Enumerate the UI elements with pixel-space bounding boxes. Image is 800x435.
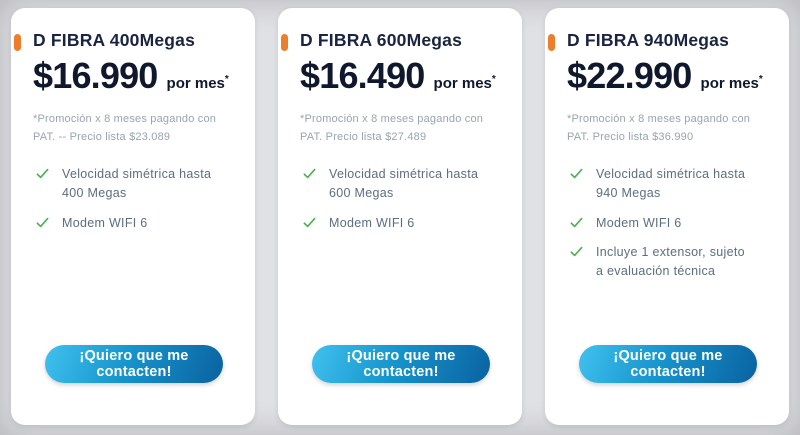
feature-text: Velocidad simétrica hasta 600 Megas <box>329 167 479 200</box>
price-period: por mes* <box>434 74 496 92</box>
plan-price: $16.490 <box>300 55 425 96</box>
feature-item: Modem WIFI 6 <box>302 214 488 233</box>
price-period-label: por mes <box>700 75 759 92</box>
plan-card-600megas: D FIBRA 600Megas $16.490 por mes* *Promo… <box>278 8 522 425</box>
feature-list: Velocidad simétrica hasta 400 Megas Mode… <box>33 165 235 232</box>
price-row: $22.990 por mes* <box>567 58 769 94</box>
price-asterisk: * <box>491 74 496 85</box>
feature-item: Incluye 1 extensor, sujeto a evaluación … <box>569 243 755 281</box>
plan-cards-row: D FIBRA 400Megas $16.990 por mes* *Promo… <box>11 8 789 425</box>
price-period: por mes* <box>701 74 763 92</box>
check-icon <box>570 168 583 179</box>
feature-text: Modem WIFI 6 <box>596 215 682 230</box>
plan-title: D FIBRA 940Megas <box>567 30 730 50</box>
feature-list: Velocidad simétrica hasta 940 Megas Mode… <box>567 165 769 281</box>
plan-title: D FIBRA 600Megas <box>300 30 463 50</box>
promo-note: *Promoción x 8 meses pagando con PAT. --… <box>33 113 217 143</box>
feature-text: Incluye 1 extensor, sujeto a evaluación … <box>596 245 745 279</box>
plan-price: $16.990 <box>33 55 158 96</box>
feature-text: Modem WIFI 6 <box>329 215 415 230</box>
orange-accent-bar <box>281 34 288 51</box>
price-row: $16.490 por mes* <box>300 58 502 94</box>
check-icon <box>36 217 49 227</box>
contact-cta-button[interactable]: ¡Quiero que me contacten! <box>312 345 490 383</box>
orange-accent-bar <box>548 34 555 51</box>
orange-accent-bar <box>14 34 21 51</box>
feature-text: Modem WIFI 6 <box>62 215 148 230</box>
promo-note: *Promoción x 8 meses pagando con PAT. Pr… <box>567 113 751 143</box>
feature-item: Velocidad simétrica hasta 400 Megas <box>35 165 221 203</box>
plan-card-940megas: D FIBRA 940Megas $22.990 por mes* *Promo… <box>545 8 789 425</box>
feature-text: Velocidad simétrica hasta 940 Megas <box>596 167 746 200</box>
feature-item: Velocidad simétrica hasta 600 Megas <box>302 165 488 203</box>
check-icon <box>570 247 583 257</box>
check-icon <box>303 217 316 227</box>
price-period-label: por mes <box>433 75 492 92</box>
check-icon <box>570 217 583 227</box>
feature-item: Modem WIFI 6 <box>569 214 755 233</box>
contact-cta-button[interactable]: ¡Quiero que me contacten! <box>579 345 757 383</box>
feature-item: Modem WIFI 6 <box>35 214 221 233</box>
feature-text: Velocidad simétrica hasta 400 Megas <box>62 167 212 200</box>
price-asterisk: * <box>224 74 229 85</box>
plan-title: D FIBRA 400Megas <box>33 30 196 50</box>
price-asterisk: * <box>758 74 763 85</box>
price-period: por mes* <box>167 74 229 92</box>
price-row: $16.990 por mes* <box>33 58 235 94</box>
plan-price: $22.990 <box>567 55 692 96</box>
check-icon <box>303 168 316 179</box>
feature-list: Velocidad simétrica hasta 600 Megas Mode… <box>300 165 502 232</box>
promo-note: *Promoción x 8 meses pagando con PAT. Pr… <box>300 113 484 143</box>
plan-card-400megas: D FIBRA 400Megas $16.990 por mes* *Promo… <box>11 8 255 425</box>
contact-cta-button[interactable]: ¡Quiero que me contacten! <box>45 345 223 383</box>
feature-item: Velocidad simétrica hasta 940 Megas <box>569 165 755 203</box>
check-icon <box>36 168 49 179</box>
price-period-label: por mes <box>166 75 225 92</box>
